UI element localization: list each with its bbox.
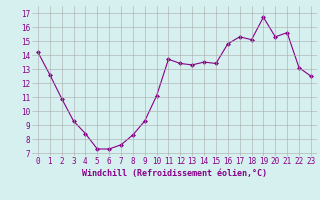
X-axis label: Windchill (Refroidissement éolien,°C): Windchill (Refroidissement éolien,°C)	[82, 169, 267, 178]
